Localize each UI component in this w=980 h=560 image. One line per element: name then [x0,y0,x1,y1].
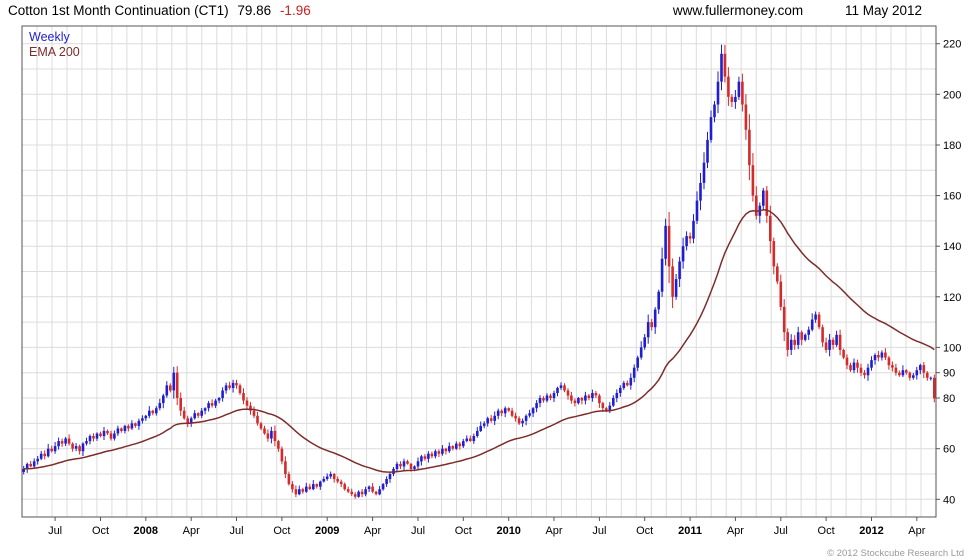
svg-text:Apr: Apr [364,525,381,537]
svg-text:2010: 2010 [496,525,520,537]
svg-text:Apr: Apr [727,525,744,537]
copyright-label: © 2012 Stockcube Research Ltd [827,548,964,559]
x-axis: Jul Oct 2008 Apr Jul Oct 2009 Apr Jul Oct 2010 Apr J… [48,517,926,537]
svg-text:200: 200 [943,89,961,101]
chart-title-block: Cotton 1st Month Continuation (CT1) 79.8… [8,3,316,18]
svg-text:Jul: Jul [592,525,606,537]
svg-text:Jul: Jul [48,525,62,537]
header: Cotton 1st Month Continuation (CT1) 79.8… [8,3,922,18]
last-price: 79.86 [237,3,272,18]
svg-text:2009: 2009 [315,525,339,537]
ema-line [23,209,935,473]
svg-text:Oct: Oct [636,525,653,537]
svg-text:Apr: Apr [545,525,562,537]
svg-text:60: 60 [943,444,955,456]
svg-text:Oct: Oct [455,525,472,537]
svg-text:80: 80 [943,393,955,405]
svg-text:120: 120 [943,292,961,304]
svg-text:Apr: Apr [908,525,925,537]
svg-text:2011: 2011 [678,525,702,537]
svg-text:2012: 2012 [859,525,883,537]
legend-ema: EMA 200 [29,45,80,59]
svg-text:220: 220 [943,39,961,51]
svg-text:100: 100 [943,342,961,354]
svg-text:Jul: Jul [229,525,243,537]
price-change: -1.96 [279,3,311,18]
website-label: www.fullermoney.com [672,3,804,18]
candles [22,44,936,499]
svg-text:Apr: Apr [183,525,200,537]
grid [22,26,936,517]
y-axis: 220 200 180 160 140 120 100 90 80 60 40 [936,39,961,506]
svg-text:Oct: Oct [273,525,290,537]
chart-legend: Weekly EMA 200 [29,30,80,60]
instrument-title: Cotton 1st Month Continuation (CT1) [8,3,229,18]
svg-text:90: 90 [943,368,955,380]
header-right: www.fullermoney.com 11 May 2012 [673,3,922,18]
date-label: 11 May 2012 [844,3,922,18]
svg-text:180: 180 [943,140,961,152]
svg-text:140: 140 [943,241,961,253]
svg-text:Oct: Oct [818,525,835,537]
svg-text:2008: 2008 [134,525,158,537]
svg-text:Jul: Jul [411,525,425,537]
legend-weekly: Weekly [29,30,70,44]
svg-text:40: 40 [943,494,955,506]
plot-border [21,25,937,518]
svg-text:Oct: Oct [92,525,109,537]
svg-text:Jul: Jul [774,525,788,537]
svg-text:160: 160 [943,191,961,203]
